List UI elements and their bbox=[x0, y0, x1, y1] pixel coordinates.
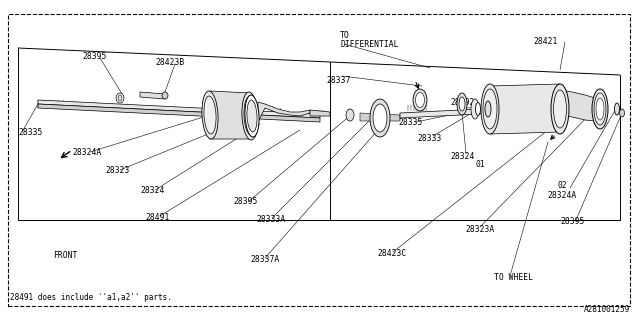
Text: A281001259: A281001259 bbox=[584, 306, 630, 315]
Ellipse shape bbox=[620, 109, 625, 117]
Text: 28323A: 28323A bbox=[465, 225, 494, 234]
Text: FRONT: FRONT bbox=[53, 251, 77, 260]
Text: 28491: 28491 bbox=[145, 213, 170, 222]
Text: 28335: 28335 bbox=[398, 117, 422, 126]
Text: 28395: 28395 bbox=[233, 197, 257, 206]
Ellipse shape bbox=[459, 97, 465, 111]
Polygon shape bbox=[38, 104, 320, 122]
Polygon shape bbox=[560, 90, 600, 121]
Ellipse shape bbox=[118, 95, 122, 101]
Ellipse shape bbox=[204, 96, 216, 134]
Ellipse shape bbox=[116, 93, 124, 103]
Text: 28337: 28337 bbox=[326, 76, 350, 84]
Polygon shape bbox=[258, 102, 310, 122]
Text: 01: 01 bbox=[475, 159, 484, 169]
Text: 28324: 28324 bbox=[140, 186, 164, 195]
Polygon shape bbox=[310, 110, 330, 116]
Polygon shape bbox=[38, 100, 320, 118]
Ellipse shape bbox=[485, 101, 491, 117]
Text: 28423B: 28423B bbox=[155, 58, 184, 67]
Text: 28423C: 28423C bbox=[377, 250, 406, 259]
Text: DIFFERENTIAL: DIFFERENTIAL bbox=[340, 39, 399, 49]
Ellipse shape bbox=[471, 99, 479, 119]
Ellipse shape bbox=[551, 84, 569, 134]
Text: 28395: 28395 bbox=[560, 217, 584, 226]
Text: TO WHEEL: TO WHEEL bbox=[494, 274, 533, 283]
Text: 28421: 28421 bbox=[533, 36, 557, 45]
Text: 28492: 28492 bbox=[450, 98, 474, 107]
Text: 28324A: 28324A bbox=[72, 148, 101, 156]
Ellipse shape bbox=[346, 109, 354, 121]
Ellipse shape bbox=[413, 89, 427, 111]
Ellipse shape bbox=[594, 93, 606, 125]
Text: 28323: 28323 bbox=[105, 165, 129, 174]
Ellipse shape bbox=[247, 100, 257, 132]
Text: 28333A: 28333A bbox=[256, 215, 285, 225]
Polygon shape bbox=[210, 91, 250, 139]
Text: 28333: 28333 bbox=[417, 133, 442, 142]
Ellipse shape bbox=[596, 98, 604, 120]
Text: 28324: 28324 bbox=[450, 151, 474, 161]
Polygon shape bbox=[490, 84, 560, 134]
Ellipse shape bbox=[614, 103, 620, 115]
Ellipse shape bbox=[476, 102, 481, 116]
Polygon shape bbox=[360, 113, 400, 121]
Polygon shape bbox=[400, 106, 540, 118]
Ellipse shape bbox=[457, 93, 467, 115]
Text: 02: 02 bbox=[557, 180, 567, 189]
Ellipse shape bbox=[373, 104, 387, 132]
Ellipse shape bbox=[242, 92, 258, 140]
Text: 28324A: 28324A bbox=[547, 191, 576, 201]
Text: 28395: 28395 bbox=[82, 52, 106, 60]
Polygon shape bbox=[140, 92, 165, 99]
Ellipse shape bbox=[592, 89, 608, 129]
Ellipse shape bbox=[370, 99, 390, 137]
Ellipse shape bbox=[483, 89, 497, 129]
Ellipse shape bbox=[554, 90, 566, 128]
Ellipse shape bbox=[162, 92, 168, 99]
Text: 28491 does include ''a1,a2'' parts.: 28491 does include ''a1,a2'' parts. bbox=[10, 293, 172, 302]
Ellipse shape bbox=[245, 95, 259, 137]
Text: 28335: 28335 bbox=[18, 127, 42, 137]
Text: TO: TO bbox=[340, 30, 349, 39]
Ellipse shape bbox=[202, 91, 218, 139]
Ellipse shape bbox=[244, 97, 256, 135]
Text: 28337A: 28337A bbox=[250, 255, 279, 265]
Ellipse shape bbox=[481, 84, 499, 134]
Ellipse shape bbox=[415, 92, 424, 108]
